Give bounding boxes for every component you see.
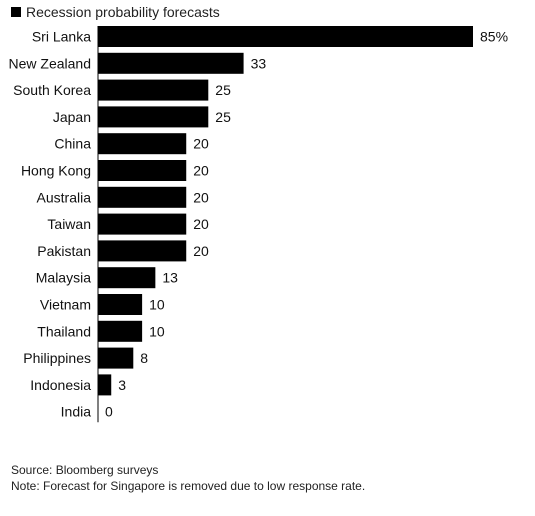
legend: Recession probability forecasts xyxy=(11,3,220,21)
chart-footer: Source: Bloomberg surveys Note: Forecast… xyxy=(11,462,365,494)
data-label: 20 xyxy=(193,163,209,179)
bar xyxy=(98,240,187,262)
legend-swatch xyxy=(11,7,21,17)
category-label: Philippines xyxy=(23,350,91,366)
bar xyxy=(98,320,143,342)
category-label: Sri Lanka xyxy=(32,29,91,45)
category-label: China xyxy=(54,136,91,152)
data-label: 85% xyxy=(480,29,508,45)
category-label: Hong Kong xyxy=(21,163,91,179)
category-label: Japan xyxy=(53,109,91,125)
category-label: Australia xyxy=(37,189,92,205)
bar xyxy=(98,186,187,208)
bar xyxy=(98,160,187,181)
category-label: Vietnam xyxy=(40,297,91,313)
data-label: 10 xyxy=(149,323,165,339)
data-label: 0 xyxy=(105,404,113,420)
bar xyxy=(98,133,187,155)
bar xyxy=(98,213,187,235)
data-label: 10 xyxy=(149,297,165,313)
data-label: 20 xyxy=(193,136,209,152)
category-label: South Korea xyxy=(13,82,91,98)
source-note: Source: Bloomberg surveys xyxy=(11,463,159,477)
footnote: Note: Forecast for Singapore is removed … xyxy=(11,479,366,493)
bar xyxy=(98,267,156,289)
data-label: 20 xyxy=(193,216,209,232)
data-label: 13 xyxy=(162,270,178,286)
data-label: 8 xyxy=(140,350,148,366)
category-label: India xyxy=(61,404,92,420)
bar xyxy=(98,374,112,396)
category-label: Pakistan xyxy=(37,243,91,259)
bar xyxy=(98,294,143,315)
data-label: 3 xyxy=(118,377,126,393)
bar xyxy=(98,106,209,128)
category-label: Taiwan xyxy=(47,216,91,232)
data-label: 20 xyxy=(193,189,209,205)
data-label: 25 xyxy=(215,82,231,98)
category-label: Thailand xyxy=(37,323,91,339)
bar-chart: Sri Lanka 85% New Zealand 33 South Korea 25 Ja… xyxy=(9,26,508,423)
category-label: Malaysia xyxy=(36,270,91,286)
data-label: 33 xyxy=(251,55,267,71)
bar xyxy=(98,79,209,101)
data-label: 20 xyxy=(193,243,209,259)
bar xyxy=(98,26,473,47)
bar xyxy=(98,52,244,74)
category-label: New Zealand xyxy=(9,55,92,71)
data-label: 25 xyxy=(215,109,231,125)
legend-label: Recession probability forecasts xyxy=(26,4,220,20)
category-label: Indonesia xyxy=(30,377,91,393)
bar xyxy=(98,347,134,369)
